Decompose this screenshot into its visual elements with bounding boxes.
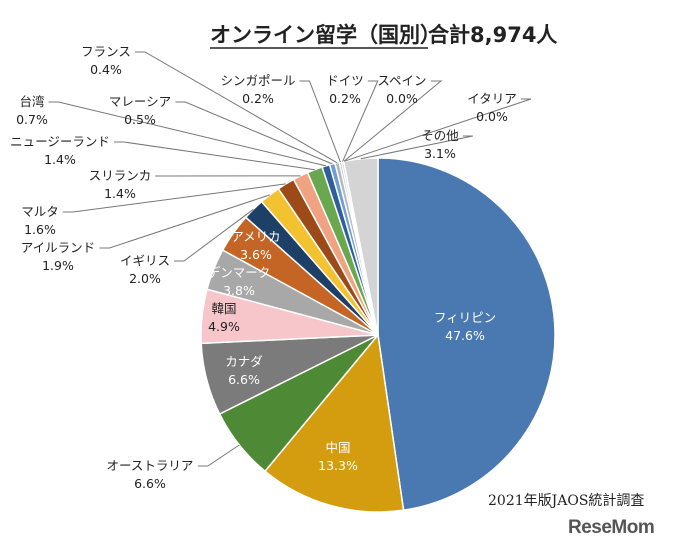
pie-slice-19	[342, 157, 379, 336]
slice-name-label: 韓国	[211, 301, 236, 316]
slice-name-label: ドイツ	[326, 73, 364, 88]
leader-line	[48, 101, 327, 167]
slice-name-label: オーストラリア	[107, 458, 194, 473]
slice-name-label: その他	[421, 128, 459, 143]
slice-value-label: 2.0%	[129, 271, 161, 286]
slice-value-label: 0.2%	[329, 91, 361, 106]
slice-name-label: カナダ	[225, 354, 263, 369]
pie-slices	[200, 157, 556, 513]
slice-value-label: 0.7%	[16, 112, 48, 127]
slice-name-label: シンガポール	[220, 73, 295, 88]
slice-name-label: マレーシア	[109, 94, 171, 109]
slice-name-label: デンマーク	[208, 265, 271, 280]
slice-name-label: 中国	[325, 440, 350, 455]
leader-lines	[48, 51, 532, 467]
slice-labels: フィリピン 47.6% 中国 13.3% オーストラリア 6.6% カナダ 6.6% 韓国 4.9…	[10, 44, 517, 491]
pie-slice-0	[377, 157, 556, 512]
slice-value-label: 4.9%	[208, 319, 240, 334]
brand-logo: ReseMom	[568, 517, 655, 538]
leader-line	[175, 101, 333, 165]
slice-name-label: マルタ	[21, 204, 59, 219]
slice-name-label: スリランカ	[89, 168, 152, 183]
slice-value-label: 1.4%	[104, 186, 136, 201]
pie-slice-1	[263, 333, 405, 513]
slice-value-label: 0.0%	[476, 109, 508, 124]
slice-value-label: 1.6%	[24, 222, 56, 237]
leader-line	[99, 194, 270, 249]
leader-line	[343, 98, 532, 162]
slice-value-label: 47.6%	[445, 328, 485, 343]
source-note: 2021年版JAOS統計調査	[488, 493, 645, 509]
slice-name-label: スペイン	[377, 73, 426, 88]
slice-value-label: 3.6%	[240, 247, 272, 262]
chart-title: オンライン留学（国別）	[210, 23, 441, 47]
slice-value-label: 3.8%	[223, 283, 255, 298]
slice-value-label: 1.9%	[42, 258, 74, 273]
slice-value-label: 0.4%	[90, 62, 122, 77]
slice-value-label: 1.4%	[44, 152, 76, 167]
leader-line	[343, 80, 443, 162]
leader-line	[197, 444, 240, 467]
slice-value-label: 0.0%	[386, 91, 418, 106]
leader-line	[135, 51, 338, 164]
slice-name-label: イギリス	[120, 253, 170, 268]
leader-line	[360, 135, 473, 160]
leader-line	[62, 183, 286, 213]
leader-line	[342, 80, 379, 162]
slice-name-label: アメリカ	[231, 229, 280, 244]
slice-name-label: フランス	[81, 44, 131, 59]
chart-total: 合計8,974人	[428, 23, 557, 47]
slice-value-label: 6.6%	[134, 476, 166, 491]
slice-name-label: イタリア	[467, 91, 517, 106]
slice-name-label: 台湾	[19, 94, 44, 109]
slice-value-label: 13.3%	[318, 458, 358, 473]
leader-line	[174, 208, 254, 262]
leader-line	[114, 141, 315, 171]
slice-value-label: 3.1%	[424, 146, 456, 161]
slice-value-label: 0.5%	[124, 112, 156, 127]
leader-line	[299, 80, 341, 163]
slice-value-label: 6.6%	[228, 372, 260, 387]
slice-name-label: アイルランド	[21, 240, 95, 255]
slice-name-label: フィリピン	[434, 310, 496, 325]
slice-value-label: 0.2%	[242, 91, 274, 106]
slice-name-label: ニュージーランド	[10, 134, 110, 149]
